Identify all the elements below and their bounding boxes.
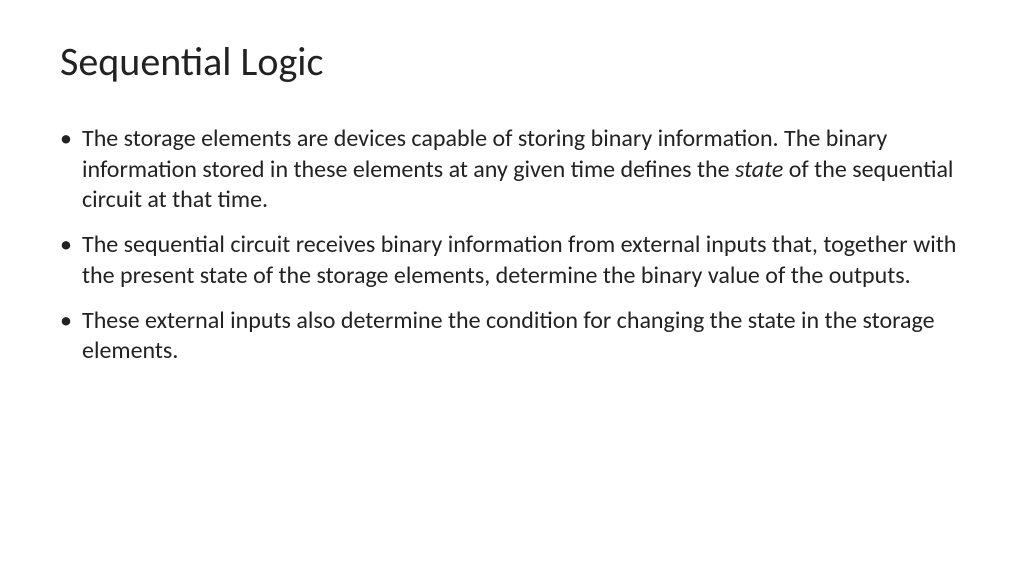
bullet-item: The storage elements are devices capable…: [60, 124, 964, 216]
slide: Sequential Logic The storage elements ar…: [0, 0, 1024, 576]
bullet-text-pre: These external inputs also determine the…: [82, 306, 935, 366]
bullet-item: These external inputs also determine the…: [60, 306, 964, 367]
bullet-text-italic: state: [735, 155, 783, 184]
bullet-list: The storage elements are devices capable…: [60, 124, 964, 367]
slide-title: Sequential Logic: [60, 40, 964, 84]
bullet-item: The sequential circuit receives binary i…: [60, 230, 964, 291]
bullet-text-pre: The sequential circuit receives binary i…: [82, 230, 956, 290]
